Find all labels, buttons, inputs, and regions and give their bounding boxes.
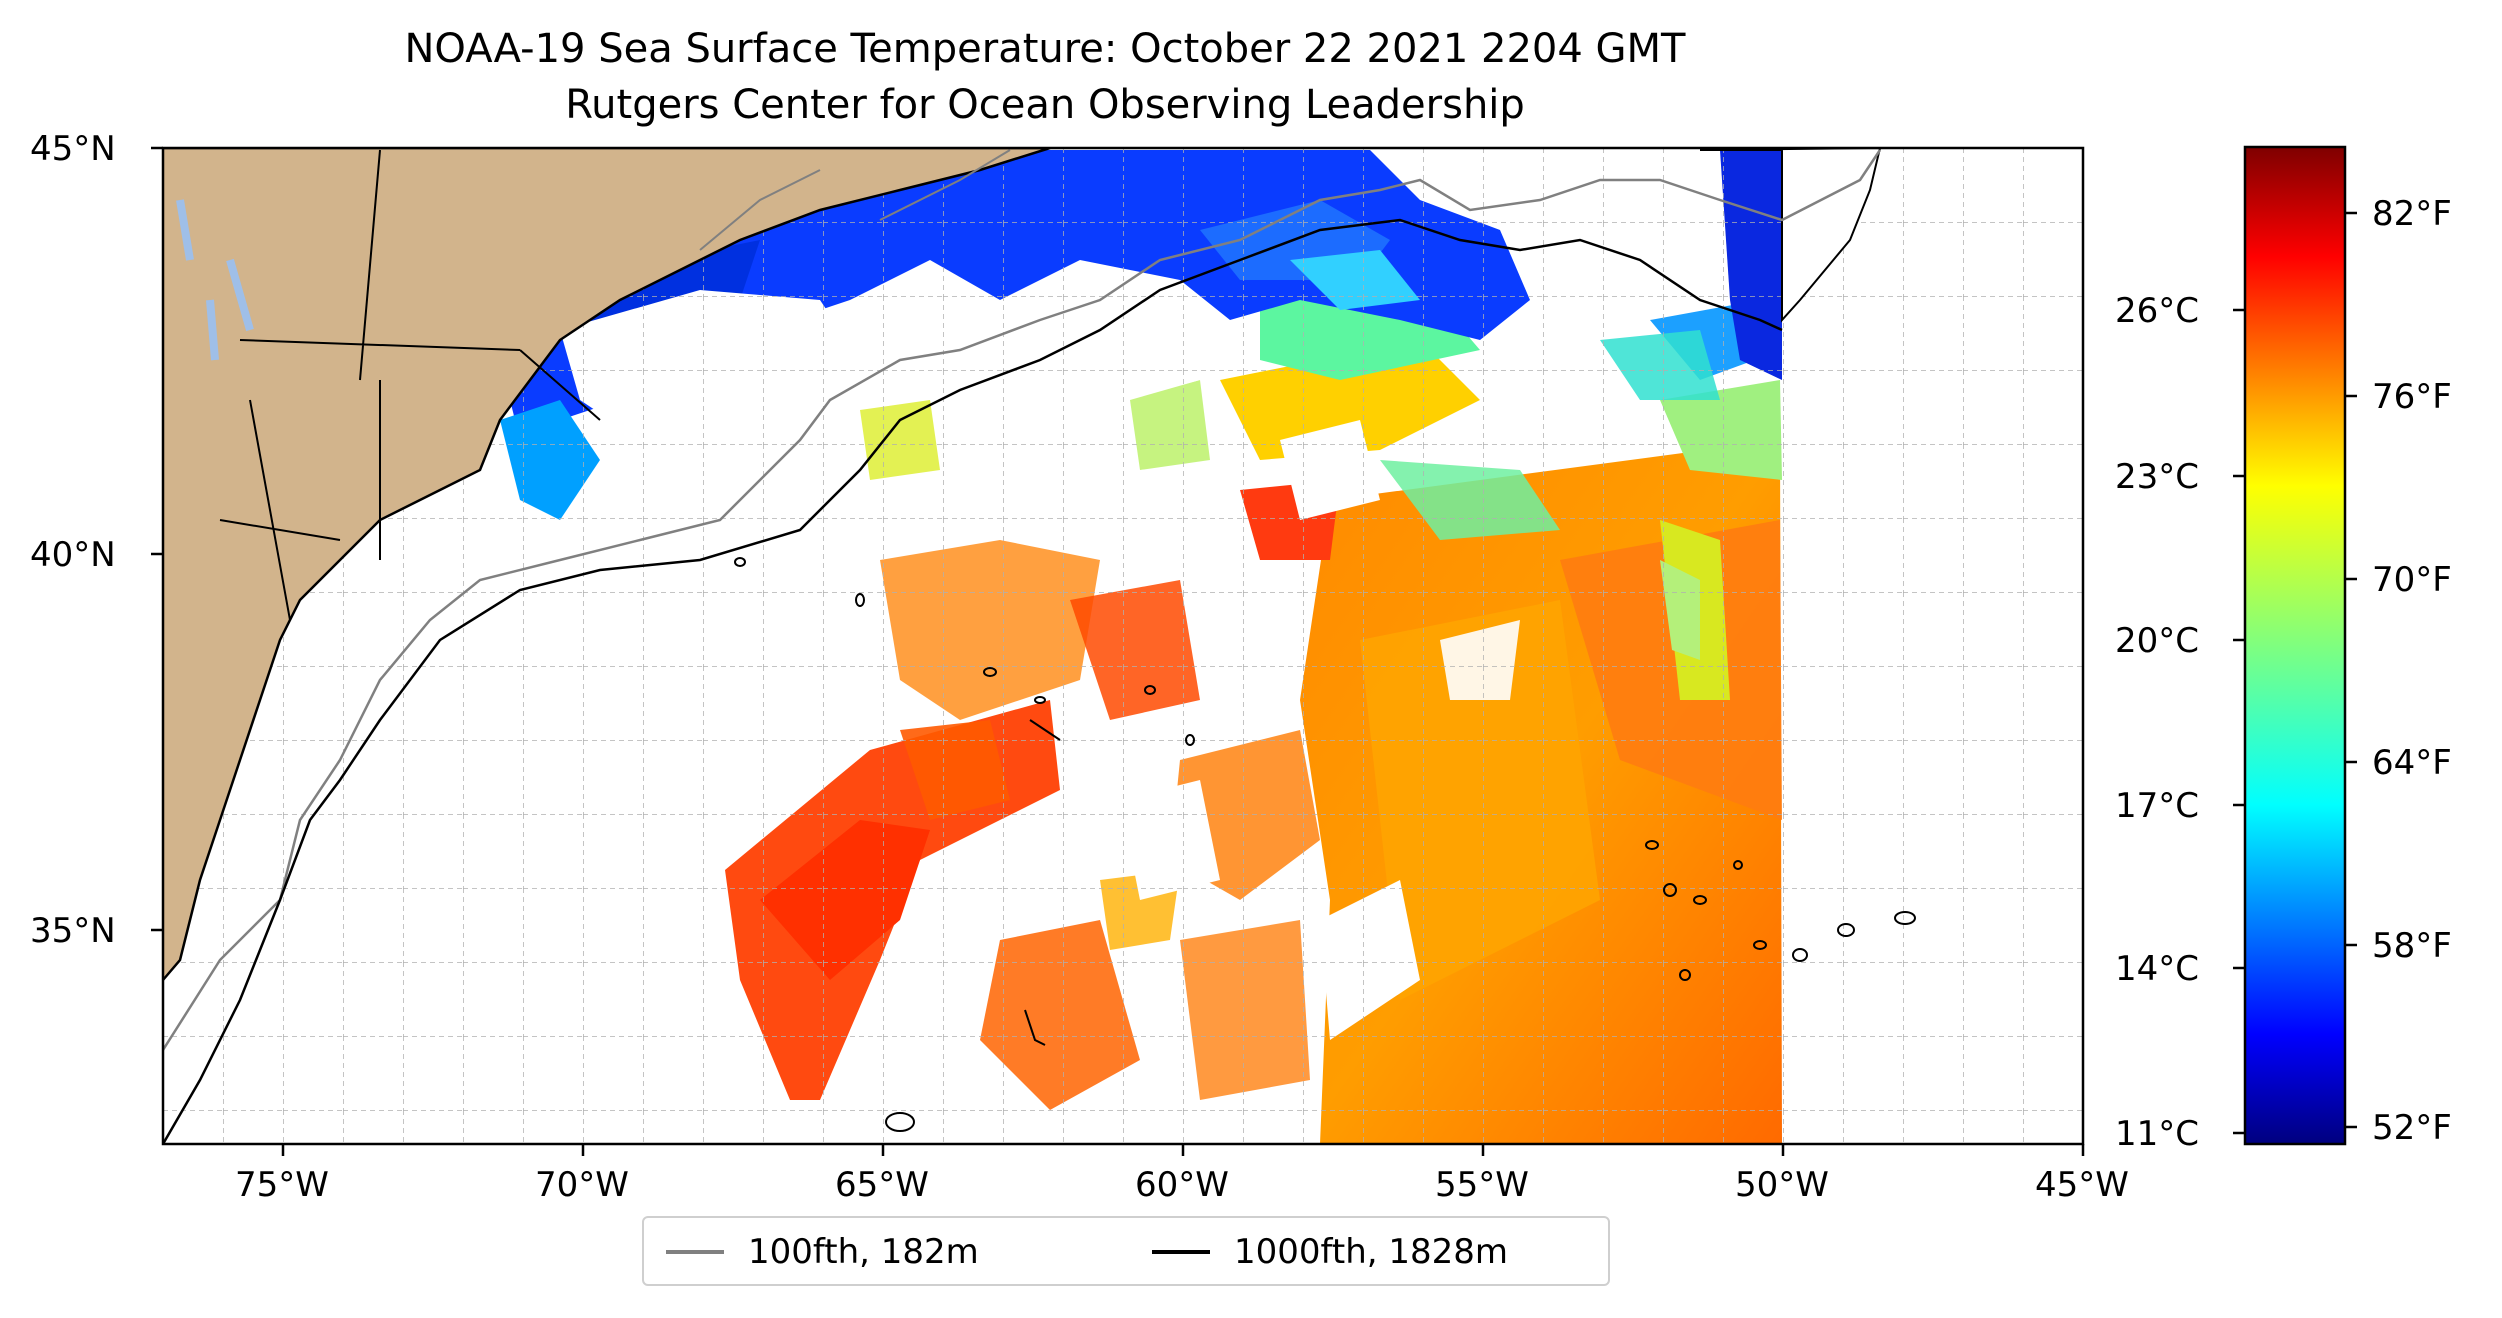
celsius-tick-label: 14°C [2115,949,2200,989]
map-frame [161,146,2085,1146]
lat-tick-label: 35°N [30,911,116,951]
lon-tick-label: 75°W [235,1165,329,1205]
celsius-tick-label: 23°C [2115,457,2200,497]
contour-100fth [163,149,1882,1051]
colorbar-ticks [2233,211,2357,1135]
lon-tick-label: 70°W [535,1165,629,1205]
contour-1000fth [163,218,1783,1144]
legend-line-gray [666,1250,724,1254]
lon-tick-label: 45°W [2035,1165,2129,1205]
lat-tick-label: 40°N [30,535,116,575]
lon-tick-label: 50°W [1735,1165,1829,1205]
celsius-tick-label: 17°C [2115,786,2200,826]
lon-tick-label: 65°W [835,1165,929,1205]
fahrenheit-tick-label: 82°F [2372,194,2452,234]
lat-tick-label: 45°N [30,129,116,169]
legend-label: 1000fth, 1828m [1234,1232,1509,1272]
fahrenheit-tick-label: 70°F [2372,560,2452,600]
celsius-tick-label: 11°C [2115,1114,2200,1154]
lon-tick-label: 55°W [1435,1165,1529,1205]
legend-line-black [1152,1250,1210,1254]
map-subtitle: Rutgers Center for Ocean Observing Leade… [565,82,1525,128]
celsius-tick-label: 26°C [2115,291,2200,331]
celsius-tick-label: 20°C [2115,621,2200,661]
legend-label: 100fth, 182m [748,1232,979,1272]
legend: 100fth, 182m 1000fth, 1828m [642,1216,1610,1286]
legend-item-1000fth: 1000fth, 1828m [1152,1228,1508,1276]
seamounts [734,557,1916,1132]
map-title: NOAA-19 Sea Surface Temperature: October… [404,26,1686,72]
fahrenheit-tick-label: 58°F [2372,926,2452,966]
coastline-land [163,148,1882,981]
fahrenheit-tick-label: 52°F [2372,1108,2452,1148]
legend-item-100fth: 100fth, 182m [666,1228,979,1276]
fahrenheit-tick-label: 64°F [2372,743,2452,783]
lon-tick-label: 60°W [1135,1165,1229,1205]
fahrenheit-tick-label: 76°F [2372,377,2452,417]
colorbar [2243,145,2347,1146]
axis-ticks [151,146,2085,1156]
